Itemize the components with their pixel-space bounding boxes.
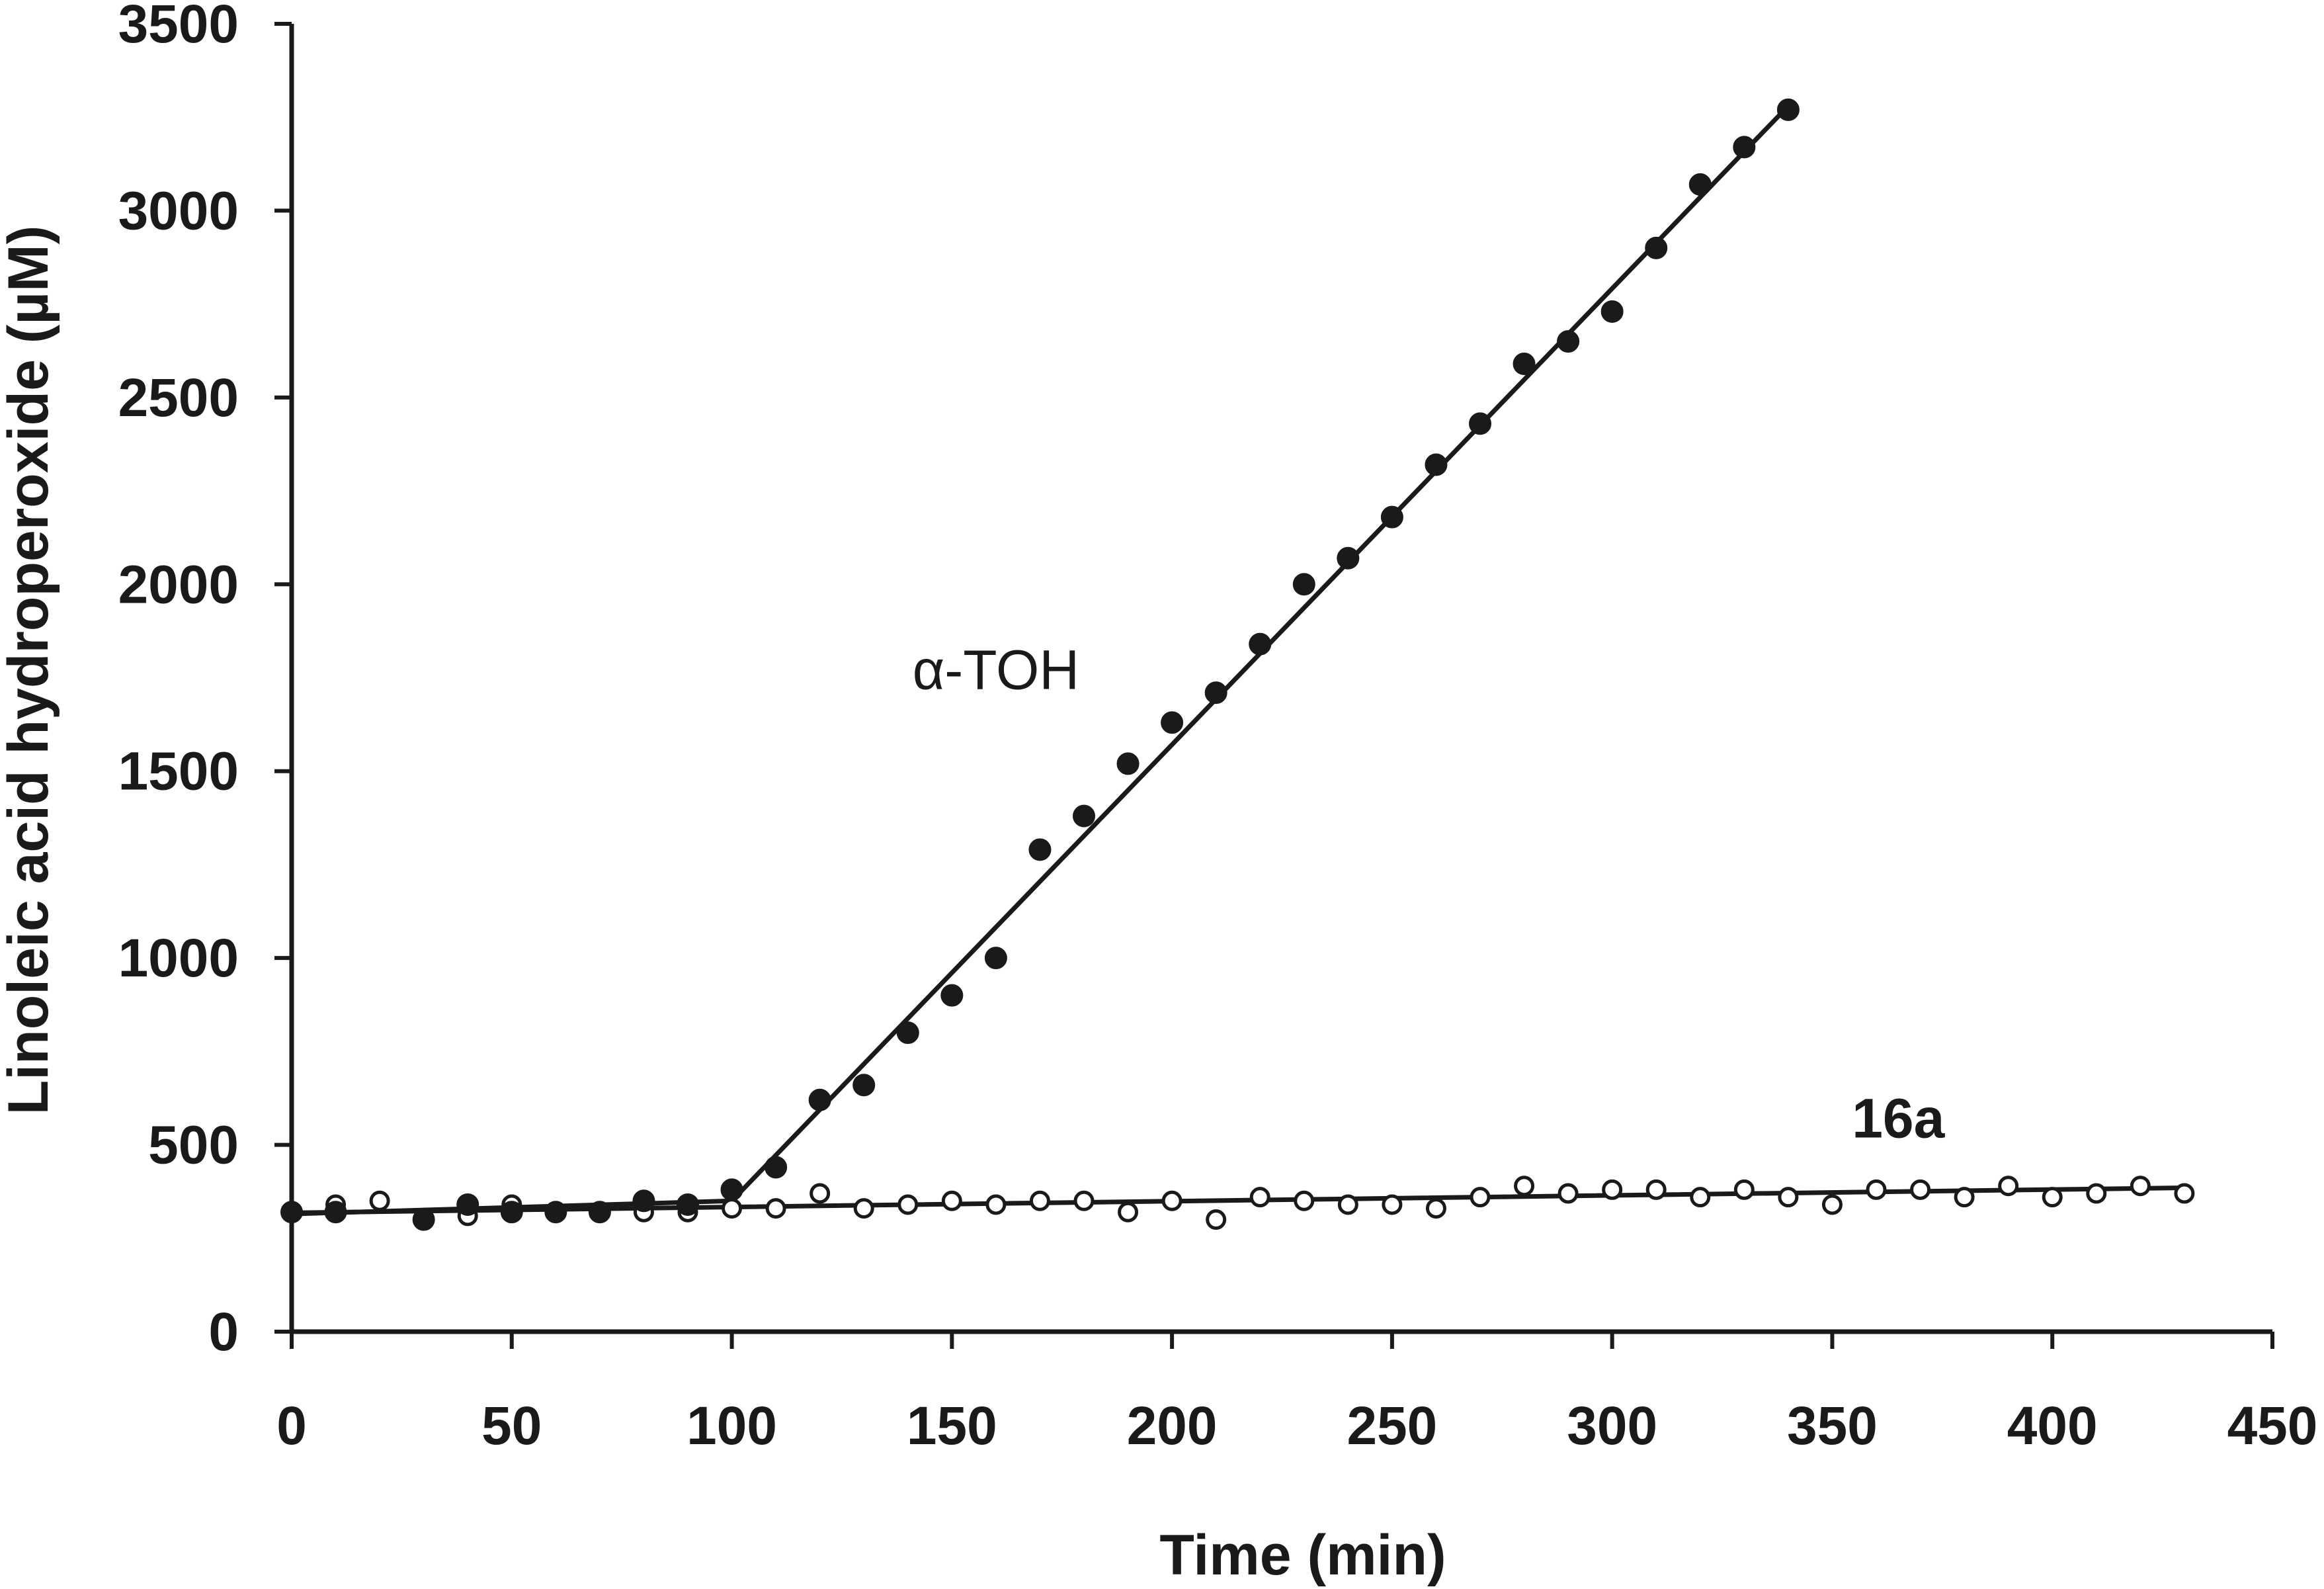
data-point-filled — [280, 1201, 303, 1224]
x-axis-title: Time (min) — [1159, 1524, 1446, 1587]
y-tick-label: 1000 — [118, 928, 239, 988]
data-point-filled — [1073, 804, 1095, 828]
data-point-filled — [1249, 632, 1272, 656]
data-point-open — [1733, 1179, 1755, 1200]
axes — [289, 24, 2272, 1334]
data-point-open — [1866, 1179, 1887, 1200]
data-point-open — [1337, 1194, 1358, 1215]
x-tick-label: 300 — [1567, 1396, 1657, 1456]
data-point-open — [1645, 1179, 1667, 1200]
data-point-filled — [940, 984, 964, 1007]
fit-lines — [289, 103, 2187, 1217]
data-point-filled — [852, 1074, 876, 1097]
data-point-filled — [896, 1021, 919, 1045]
data-point-filled — [544, 1201, 567, 1224]
x-tick-label: 150 — [907, 1396, 997, 1456]
x-tick-label: 400 — [2007, 1396, 2098, 1456]
data-point-open — [2130, 1176, 2151, 1197]
data-point-open — [1470, 1187, 1491, 1208]
data-point-filled — [1600, 300, 1624, 323]
data-point-open — [1161, 1190, 1183, 1211]
data-point-open — [853, 1198, 874, 1219]
x-tick-label: 250 — [1347, 1396, 1437, 1456]
data-point-open — [765, 1198, 786, 1219]
data-point-filled — [412, 1208, 435, 1231]
data-point-filled — [984, 947, 1007, 970]
series-labels: α-TOH 16a — [913, 638, 1946, 1149]
y-axis-ticks: 0 500 1000 1500 2000 2500 3000 3500 — [118, 0, 292, 1362]
y-tick-label: 3000 — [118, 181, 239, 241]
data-point-open — [2174, 1183, 2195, 1204]
y-axis-title: Linoleic acid hydroperoxide (µM) — [0, 226, 60, 1115]
data-point-open — [1602, 1179, 1623, 1200]
data-point-open — [1690, 1187, 1711, 1208]
data-point-filled — [456, 1193, 479, 1216]
data-point-open — [1249, 1187, 1270, 1208]
fit-line-series-1 — [289, 1185, 2187, 1215]
y-tick-label: 3500 — [118, 0, 239, 54]
data-point-filled — [324, 1201, 347, 1224]
data-point-filled — [1204, 681, 1227, 705]
x-tick-label: 200 — [1127, 1396, 1218, 1456]
y-tick-label: 0 — [208, 1302, 239, 1362]
x-tick-label: 450 — [2227, 1396, 2318, 1456]
data-point-open — [809, 1183, 831, 1204]
data-point-open — [369, 1190, 390, 1211]
data-point-open — [1778, 1187, 1799, 1208]
data-point-open — [941, 1190, 962, 1211]
data-point-filled — [1425, 453, 1448, 476]
data-point-filled — [1688, 173, 1712, 196]
data-point-open — [1294, 1190, 1315, 1211]
x-axis-ticks: 0 50 100 150 200 250 300 350 400 450 — [276, 1332, 2317, 1456]
x-tick-label: 100 — [686, 1396, 777, 1456]
data-point-open — [1910, 1179, 1931, 1200]
data-point-open — [1557, 1183, 1579, 1204]
data-point-open — [897, 1194, 919, 1215]
data-point-open — [1514, 1176, 1535, 1197]
y-tick-label: 1500 — [118, 742, 239, 802]
data-point-open — [2042, 1187, 2063, 1208]
data-point-filled — [1645, 236, 1668, 259]
data-point-filled — [1557, 330, 1580, 353]
data-point-filled — [1776, 98, 1800, 121]
data-point-filled — [677, 1193, 699, 1216]
series-label: 16a — [1852, 1087, 1945, 1149]
data-point-open — [1425, 1198, 1446, 1219]
data-point-filled — [808, 1088, 831, 1111]
data-point-open — [2086, 1183, 2107, 1204]
data-point-filled — [632, 1189, 655, 1213]
data-point-filled — [1513, 353, 1536, 376]
data-point-filled — [1337, 546, 1360, 570]
data-point-open — [1029, 1190, 1050, 1211]
data-point-filled — [720, 1178, 743, 1201]
data-point-open — [1073, 1190, 1095, 1211]
data-point-filled — [1292, 573, 1315, 596]
y-tick-label: 500 — [148, 1115, 239, 1176]
data-point-filled — [1161, 711, 1184, 734]
data-point-filled — [765, 1156, 788, 1179]
x-tick-label: 50 — [481, 1396, 542, 1456]
data-point-open — [1998, 1176, 2019, 1197]
data-point-filled — [1380, 505, 1403, 529]
y-tick-label: 2000 — [118, 554, 239, 615]
series-label: α-TOH — [913, 638, 1079, 701]
data-point-open — [1118, 1201, 1139, 1223]
y-tick-label: 2500 — [118, 368, 239, 428]
x-tick-label: 350 — [1787, 1396, 1878, 1456]
data-point-filled — [588, 1201, 611, 1224]
data-point-open — [1206, 1209, 1227, 1230]
x-tick-label: 0 — [276, 1396, 307, 1456]
data-point-filled — [1469, 412, 1491, 435]
data-point-filled — [1116, 752, 1140, 775]
data-point-open — [1821, 1194, 1843, 1215]
data-points — [280, 98, 2195, 1231]
data-point-filled — [500, 1201, 523, 1224]
data-point-open — [722, 1198, 743, 1219]
data-point-open — [985, 1194, 1007, 1215]
data-point-filled — [1028, 838, 1052, 861]
data-point-open — [1382, 1194, 1403, 1215]
data-point-filled — [1733, 136, 1756, 159]
data-point-open — [1954, 1187, 1975, 1208]
